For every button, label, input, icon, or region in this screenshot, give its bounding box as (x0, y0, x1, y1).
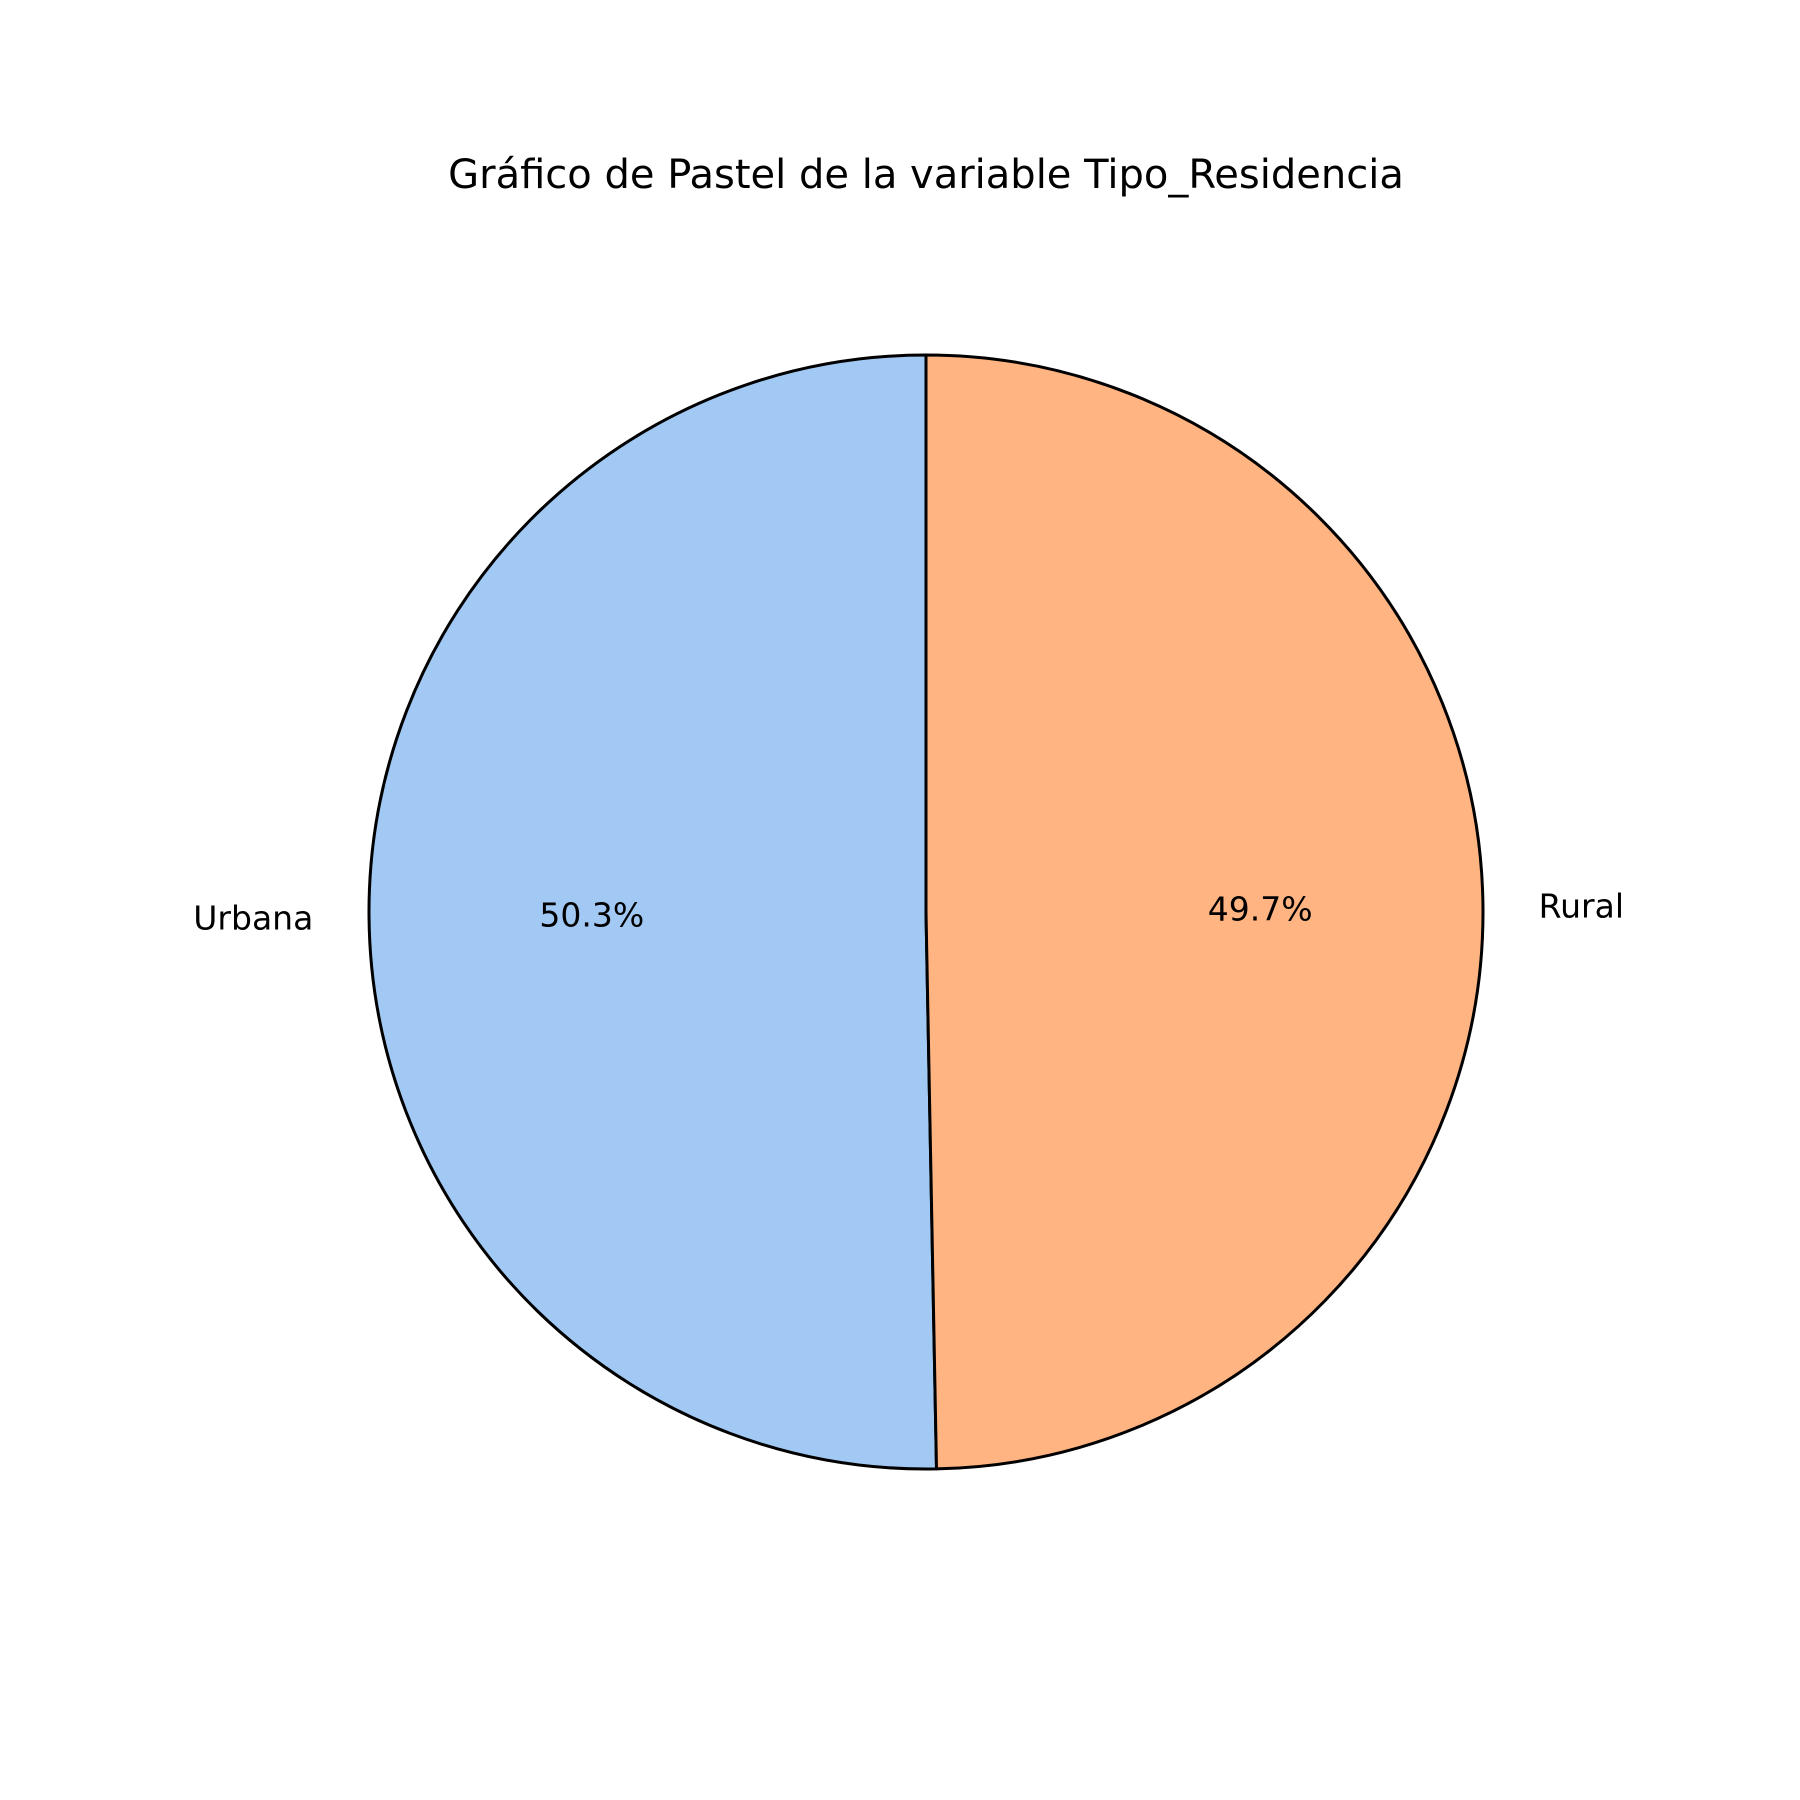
slice-label-rural: Rural (1539, 887, 1624, 926)
slice-percent-rural: 49.7% (1208, 889, 1313, 928)
pie-labels: Urbana 50.3% Rural 49.7% (193, 887, 1624, 938)
pie-slice-urbana (367, 353, 938, 1471)
pie-slices (367, 353, 1485, 1471)
slice-label-urbana: Urbana (193, 898, 313, 937)
slice-percent-urbana: 50.3% (539, 896, 644, 935)
pie-slice-rural (924, 353, 1485, 1471)
chart-title: Gráfico de Pastel de la variable Tipo_Re… (448, 152, 1404, 198)
